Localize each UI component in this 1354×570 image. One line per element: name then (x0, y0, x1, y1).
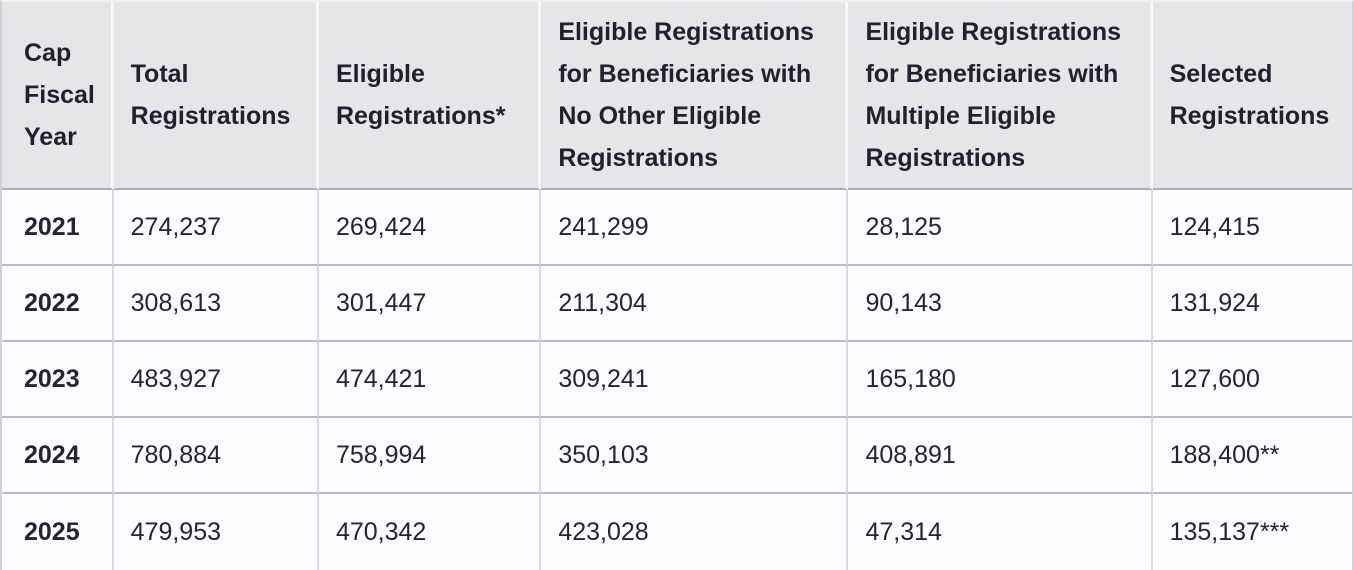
cell-eligible-registrations: 269,424 (318, 190, 542, 266)
table-row: 2023 483,927 474,421 309,241 165,180 127… (2, 342, 1352, 418)
cell-total-registrations: 274,237 (113, 190, 319, 266)
cell-eligible-registrations: 758,994 (318, 418, 542, 494)
cell-total-registrations: 308,613 (113, 266, 319, 342)
cell-eligible-multiple: 47,314 (848, 494, 1153, 570)
header-row: Cap Fiscal Year Total Registrations Elig… (2, 2, 1352, 190)
cell-eligible-registrations: 470,342 (318, 494, 542, 570)
cell-selected-registrations: 188,400** (1152, 418, 1352, 494)
cell-eligible-no-other: 241,299 (541, 190, 849, 266)
table-row: 2025 479,953 470,342 423,028 47,314 135,… (2, 494, 1352, 570)
cell-eligible-no-other: 423,028 (541, 494, 849, 570)
cell-selected-registrations: 124,415 (1152, 190, 1352, 266)
column-header-eligible-registrations: Eligible Registrations* (318, 2, 542, 190)
table-row: 2021 274,237 269,424 241,299 28,125 124,… (2, 190, 1352, 266)
cell-eligible-multiple: 408,891 (848, 418, 1153, 494)
cell-eligible-no-other: 211,304 (541, 266, 849, 342)
column-header-total-registrations: Total Registrations (113, 2, 319, 190)
cell-selected-registrations: 131,924 (1152, 266, 1352, 342)
cell-eligible-no-other: 309,241 (541, 342, 849, 418)
column-header-selected-registrations: Selected Registrations (1152, 2, 1352, 190)
cell-eligible-multiple: 90,143 (848, 266, 1153, 342)
cell-eligible-registrations: 301,447 (318, 266, 542, 342)
row-header-year: 2025 (2, 494, 114, 570)
column-header-eligible-no-other: Eligible Registrations for Beneficiaries… (541, 2, 849, 190)
cell-total-registrations: 483,927 (113, 342, 319, 418)
cell-selected-registrations: 135,137*** (1152, 494, 1352, 570)
table-row: 2024 780,884 758,994 350,103 408,891 188… (2, 418, 1352, 494)
cell-total-registrations: 479,953 (113, 494, 319, 570)
cell-eligible-multiple: 165,180 (848, 342, 1153, 418)
table-row: 2022 308,613 301,447 211,304 90,143 131,… (2, 266, 1352, 342)
row-header-year: 2021 (2, 190, 114, 266)
column-header-eligible-multiple: Eligible Registrations for Beneficiaries… (848, 2, 1153, 190)
row-header-year: 2024 (2, 418, 114, 494)
cell-eligible-no-other: 350,103 (541, 418, 849, 494)
cell-total-registrations: 780,884 (113, 418, 319, 494)
cell-selected-registrations: 127,600 (1152, 342, 1352, 418)
column-header-cap-fiscal-year: Cap Fiscal Year (2, 2, 114, 190)
row-header-year: 2022 (2, 266, 114, 342)
cell-eligible-registrations: 474,421 (318, 342, 542, 418)
row-header-year: 2023 (2, 342, 114, 418)
cell-eligible-multiple: 28,125 (848, 190, 1153, 266)
